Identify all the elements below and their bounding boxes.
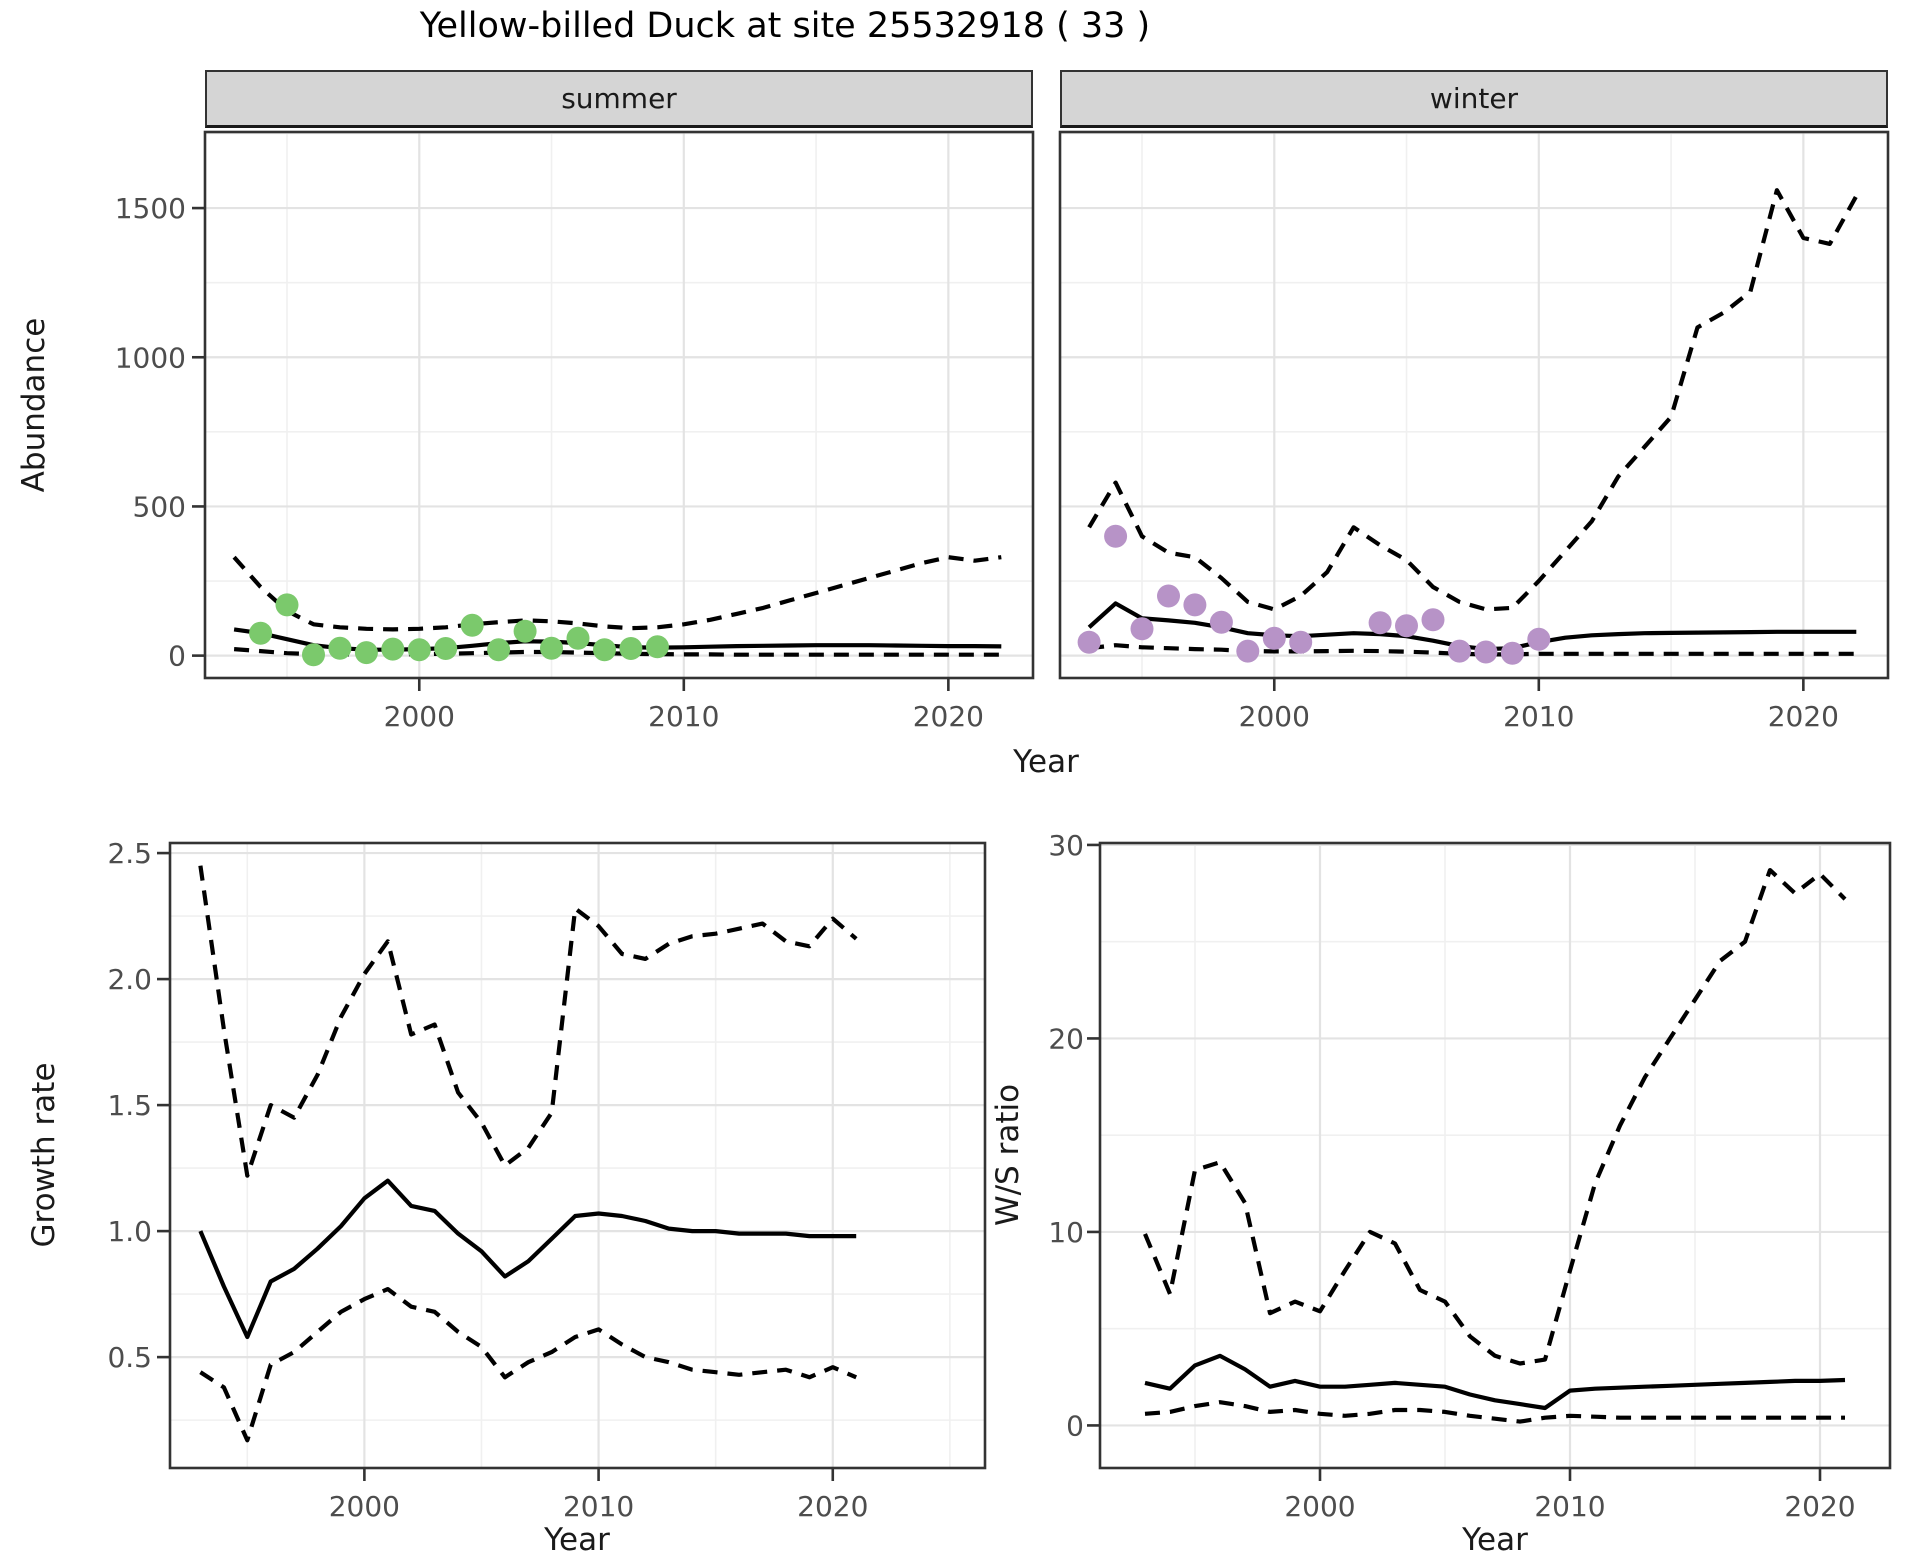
- abundance-summer-y-tick-label: 500: [133, 490, 186, 523]
- growth-rate-y-tick-label: 1.5: [107, 1089, 152, 1122]
- observed-winter-counts-point: [1183, 593, 1207, 617]
- observed-summer-counts-point: [407, 638, 431, 662]
- abundance-winter-upper-ci-line: [1087, 188, 1859, 612]
- observed-winter-counts-point: [1448, 639, 1471, 663]
- observed-winter-counts-point: [1395, 614, 1418, 638]
- observed-summer-counts-point: [619, 637, 643, 660]
- observed-summer-counts-point: [275, 593, 299, 617]
- abundance-summer-y-tick-label: 1500: [115, 192, 186, 225]
- abundance-summer-y-tick-label: 1000: [115, 341, 186, 374]
- x-axis-title-year-br: Year: [1462, 1522, 1528, 1558]
- observed-summer-counts-point: [513, 619, 537, 643]
- abundance-summer-x-tick-label: 2000: [384, 700, 455, 733]
- observed-winter-counts-point: [1500, 641, 1524, 665]
- observed-winter-counts-point: [1104, 524, 1128, 548]
- y-axis-title-ws-ratio: W/S ratio: [990, 1083, 1026, 1227]
- y-axis-title-abundance: Abundance: [16, 317, 52, 493]
- growth-rate-panel-border: [168, 841, 987, 1470]
- abundance-summer-x-tick-label: 2010: [648, 700, 719, 733]
- facet-strip-summer: summer: [205, 70, 1033, 128]
- abundance-summer-panel-bg: [205, 132, 1033, 678]
- ws-ratio-x-tick-label: 2020: [1784, 1490, 1855, 1523]
- growth-rate-y-tick-label: 2.5: [107, 837, 152, 870]
- ws-ratio-y-tick-label: 20: [1048, 1022, 1084, 1055]
- abundance-winter-lower-ci-line: [1088, 643, 1857, 657]
- abundance-summer-upper-ci-line: [232, 555, 1002, 632]
- ws-ratio-x-tick-label: 2010: [1534, 1490, 1605, 1523]
- ws-ratio-upper-ci-line: [1143, 867, 1847, 1366]
- facet-strip-summer-label: summer: [561, 82, 677, 115]
- growth-rate-y-tick-label: 2.0: [107, 963, 152, 996]
- abundance-winter-x-tick-label: 2010: [1503, 700, 1574, 733]
- observed-summer-counts-point: [434, 637, 458, 660]
- growth-rate-panel-bg: [170, 843, 985, 1468]
- x-axis-title-year-top: Year: [1013, 744, 1079, 780]
- ws-ratio-y-tick-label: 0: [1066, 1409, 1084, 1442]
- ws-ratio-panel-bg: [1100, 843, 1890, 1468]
- observed-summer-counts-point: [354, 641, 378, 665]
- ws-ratio-lower-ci-line: [1144, 1400, 1845, 1424]
- observed-winter-counts-point: [1368, 611, 1392, 635]
- figure-title: Yellow-billed Duck at site 25532918 ( 33…: [419, 6, 1151, 46]
- growth-rate-y-tick-label: 0.5: [107, 1341, 152, 1374]
- observed-winter-counts-point: [1421, 608, 1445, 632]
- observed-winter-counts-point: [1209, 610, 1233, 634]
- abundance-winter-x-tick-label: 2000: [1239, 700, 1310, 733]
- observed-winter-counts-point: [1077, 630, 1101, 654]
- observed-summer-counts-point: [566, 626, 590, 650]
- ws-ratio-y-tick-label: 30: [1048, 829, 1084, 862]
- observed-summer-counts-point: [302, 643, 325, 667]
- growth-rate-x-tick-label: 2000: [329, 1490, 400, 1523]
- observed-winter-counts-point: [1474, 640, 1498, 664]
- abundance-summer-panel-border: [203, 130, 1035, 680]
- observed-winter-counts-point: [1157, 584, 1180, 608]
- ws-ratio-x-tick-label: 2000: [1284, 1490, 1355, 1523]
- observed-summer-counts-point: [540, 636, 563, 660]
- growth-rate-x-tick-label: 2020: [797, 1490, 868, 1523]
- growth-rate-estimate-line: [198, 1178, 857, 1340]
- abundance-winter-panel-border: [1058, 130, 1890, 680]
- ws-ratio-panel-border: [1098, 841, 1892, 1470]
- facet-strip-winter-label: winter: [1429, 82, 1519, 115]
- observed-winter-counts-point: [1236, 639, 1260, 663]
- ws-ratio-estimate-line: [1144, 1353, 1846, 1411]
- growth-rate-y-tick-label: 1.0: [107, 1215, 152, 1248]
- observed-winter-counts-point: [1130, 617, 1154, 641]
- facet-strip-winter: winter: [1060, 70, 1888, 128]
- abundance-winter-panel-bg: [1060, 132, 1888, 678]
- observed-summer-counts-point: [593, 638, 616, 662]
- abundance-summer-y-tick-label: 0: [168, 640, 186, 673]
- observed-summer-counts-point: [249, 621, 273, 645]
- observed-winter-counts-point: [1527, 627, 1551, 651]
- observed-winter-counts-point: [1262, 626, 1286, 650]
- observed-summer-counts-point: [645, 635, 669, 659]
- y-axis-title-growth-rate: Growth rate: [26, 1062, 62, 1248]
- x-axis-title-year-bl: Year: [544, 1522, 610, 1558]
- observed-summer-counts-point: [381, 637, 405, 661]
- ws-ratio-y-tick-label: 10: [1048, 1216, 1084, 1249]
- observed-summer-counts-point: [487, 638, 511, 662]
- observed-summer-counts-point: [328, 636, 352, 660]
- growth-rate-lower-ci-line: [199, 1286, 858, 1443]
- observed-winter-counts-point: [1289, 630, 1313, 654]
- abundance-winter-x-tick-label: 2020: [1768, 700, 1839, 733]
- abundance-summer-x-tick-label: 2020: [913, 700, 984, 733]
- growth-rate-x-tick-label: 2010: [563, 1490, 634, 1523]
- observed-summer-counts-point: [460, 613, 484, 637]
